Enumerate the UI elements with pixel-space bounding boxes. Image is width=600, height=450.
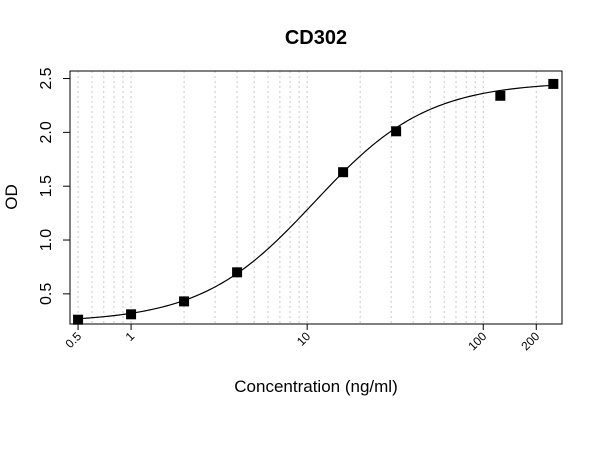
data-point [232, 267, 243, 278]
curve-layer [78, 84, 554, 320]
x-tick-label: 1 [123, 329, 138, 344]
y-tick-label: 2.5 [38, 67, 55, 89]
x-tick-label: 10 [294, 329, 314, 349]
data-point [338, 167, 349, 178]
fit-curve [78, 84, 554, 320]
y-tick-label: 1.0 [38, 229, 55, 251]
data-point [548, 78, 559, 89]
y-tick-label: 2.0 [38, 121, 55, 143]
y-axis-label: OD [2, 184, 21, 210]
x-tick-label: 100 [465, 329, 489, 353]
data-point [126, 309, 137, 320]
y-axis: 0.5 1.0 1.5 2.0 2.5 [38, 67, 70, 305]
grid-layer [77, 71, 537, 324]
data-point [495, 90, 506, 101]
x-axis-label: Concentration (ng/ml) [234, 377, 397, 396]
x-tick-label: 0.5 [62, 329, 84, 351]
y-tick-label: 1.5 [38, 175, 55, 197]
data-point [73, 314, 84, 325]
points-layer [73, 78, 559, 325]
plot-frame [69, 70, 563, 325]
chart-title: CD302 [285, 27, 347, 49]
x-tick-label: 200 [518, 329, 542, 353]
data-point [179, 296, 190, 307]
data-point [391, 126, 402, 137]
y-tick-label: 0.5 [38, 283, 55, 305]
x-axis: 0.5 1 10 100 200 [62, 324, 543, 353]
